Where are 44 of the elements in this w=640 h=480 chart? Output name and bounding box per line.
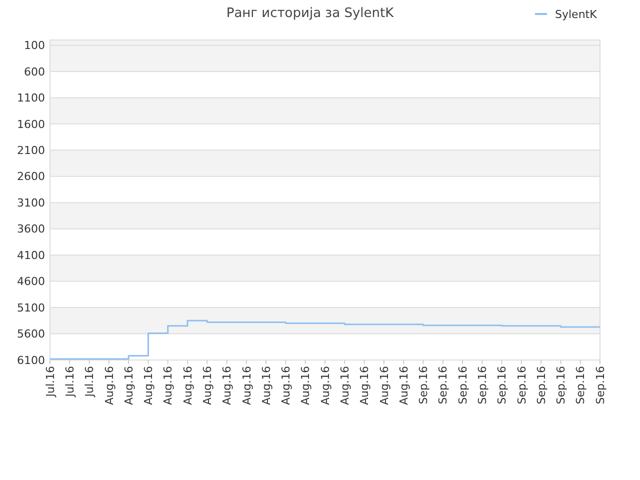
y-tick-label: 1600 — [17, 118, 45, 131]
legend-label: SylentK — [555, 8, 598, 21]
y-tick-label: 600 — [24, 65, 45, 78]
x-tick-label: Jul.16 — [83, 366, 96, 398]
y-tick-label: 3600 — [17, 222, 45, 236]
x-tick-label: Aug.16 — [358, 366, 372, 405]
x-tick-label: Aug.16 — [162, 366, 175, 405]
y-tick-label: 2100 — [17, 144, 45, 158]
y-tick-label: 4600 — [17, 275, 45, 288]
x-tick-label: Aug.16 — [280, 366, 293, 405]
y-tick-label: 5600 — [17, 328, 45, 341]
x-tick-label: Aug.16 — [122, 366, 136, 405]
x-tick-label: Aug.16 — [260, 366, 273, 405]
x-tick-label: Aug.16 — [397, 366, 410, 405]
x-tick-label: Sep.16 — [476, 366, 489, 404]
x-tick-label: Sep.16 — [417, 366, 430, 404]
x-tick-label: Aug.16 — [299, 366, 312, 405]
y-tick-label: 3100 — [17, 196, 45, 210]
x-tick-label: Sep.16 — [436, 366, 450, 404]
x-tick-label: Jul.16 — [63, 366, 76, 398]
chart-title: Ранг историја за SylentK — [226, 6, 394, 21]
x-tick-label: Sep.16 — [534, 366, 548, 404]
x-tick-label: Aug.16 — [200, 366, 214, 405]
x-tick-label: Sep.16 — [496, 366, 509, 404]
x-tick-label: Sep.16 — [574, 366, 588, 404]
x-tick-label: Sep.16 — [594, 366, 607, 404]
x-tick-label: Aug.16 — [378, 366, 391, 405]
y-tick-label: 4100 — [17, 248, 45, 262]
y-tick-label: 5100 — [17, 301, 45, 314]
x-tick-label: Aug.16 — [142, 366, 156, 405]
x-tick-label: Aug.16 — [318, 366, 332, 405]
y-tick-label: 2600 — [17, 170, 45, 184]
x-tick-label: Aug.16 — [240, 366, 254, 405]
x-tick-label: Aug.16 — [102, 366, 116, 405]
y-tick-label: 1100 — [17, 92, 45, 105]
x-tick-label: Jul.16 — [44, 366, 57, 398]
x-tick-label: Sep.16 — [456, 366, 470, 404]
x-tick-label: Sep.16 — [554, 366, 568, 404]
x-tick-label: Aug.16 — [181, 366, 194, 405]
x-tick-label: Aug.16 — [338, 366, 352, 405]
y-tick-label: 6100 — [17, 354, 45, 367]
x-tick-label: Sep.16 — [515, 366, 528, 404]
y-tick-label: 100 — [24, 39, 45, 52]
x-tick-label: Aug.16 — [220, 366, 234, 405]
